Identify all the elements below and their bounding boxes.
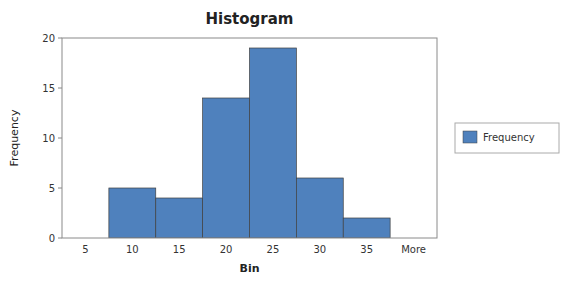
bar bbox=[296, 178, 343, 238]
legend-label: Frequency bbox=[483, 132, 535, 143]
x-tick-label: More bbox=[401, 244, 426, 255]
y-tick-label: 15 bbox=[42, 83, 55, 94]
y-tick bbox=[58, 88, 62, 89]
x-tick-label: 5 bbox=[82, 244, 88, 255]
x-tick-label: 25 bbox=[267, 244, 280, 255]
bar bbox=[109, 188, 156, 238]
bar bbox=[203, 98, 250, 238]
x-tick-label: 15 bbox=[173, 244, 186, 255]
y-tick bbox=[58, 138, 62, 139]
title: Histogram bbox=[206, 10, 294, 28]
bars bbox=[109, 48, 390, 238]
chart-svg: Histogram 0 5 10 15 20 5 10 15 20 25 30 35 More Bin Fre… bbox=[0, 0, 577, 284]
bar bbox=[250, 48, 297, 238]
y-axis-label: Frequency bbox=[8, 109, 21, 166]
x-tick-label: 10 bbox=[126, 244, 139, 255]
y-tick-label: 0 bbox=[49, 233, 55, 244]
x-tick-label: 30 bbox=[313, 244, 326, 255]
y-tick-label: 5 bbox=[49, 183, 55, 194]
y-tick bbox=[58, 188, 62, 189]
legend: Frequency bbox=[455, 123, 559, 153]
y-tick bbox=[58, 38, 62, 39]
y-tick-label: 20 bbox=[42, 33, 55, 44]
bar bbox=[156, 198, 203, 238]
x-axis-label: Bin bbox=[240, 262, 260, 275]
x-tick-label: 35 bbox=[360, 244, 373, 255]
legend-swatch bbox=[463, 131, 477, 143]
y-tick bbox=[58, 238, 62, 239]
x-tick-label: 20 bbox=[220, 244, 233, 255]
y-tick-label: 10 bbox=[42, 133, 55, 144]
chart-container: Histogram 0 5 10 15 20 5 10 15 20 25 30 35 More Bin Fre… bbox=[0, 0, 577, 284]
plot-frame bbox=[62, 38, 437, 238]
bar bbox=[343, 218, 390, 238]
legend-frame bbox=[455, 123, 559, 153]
